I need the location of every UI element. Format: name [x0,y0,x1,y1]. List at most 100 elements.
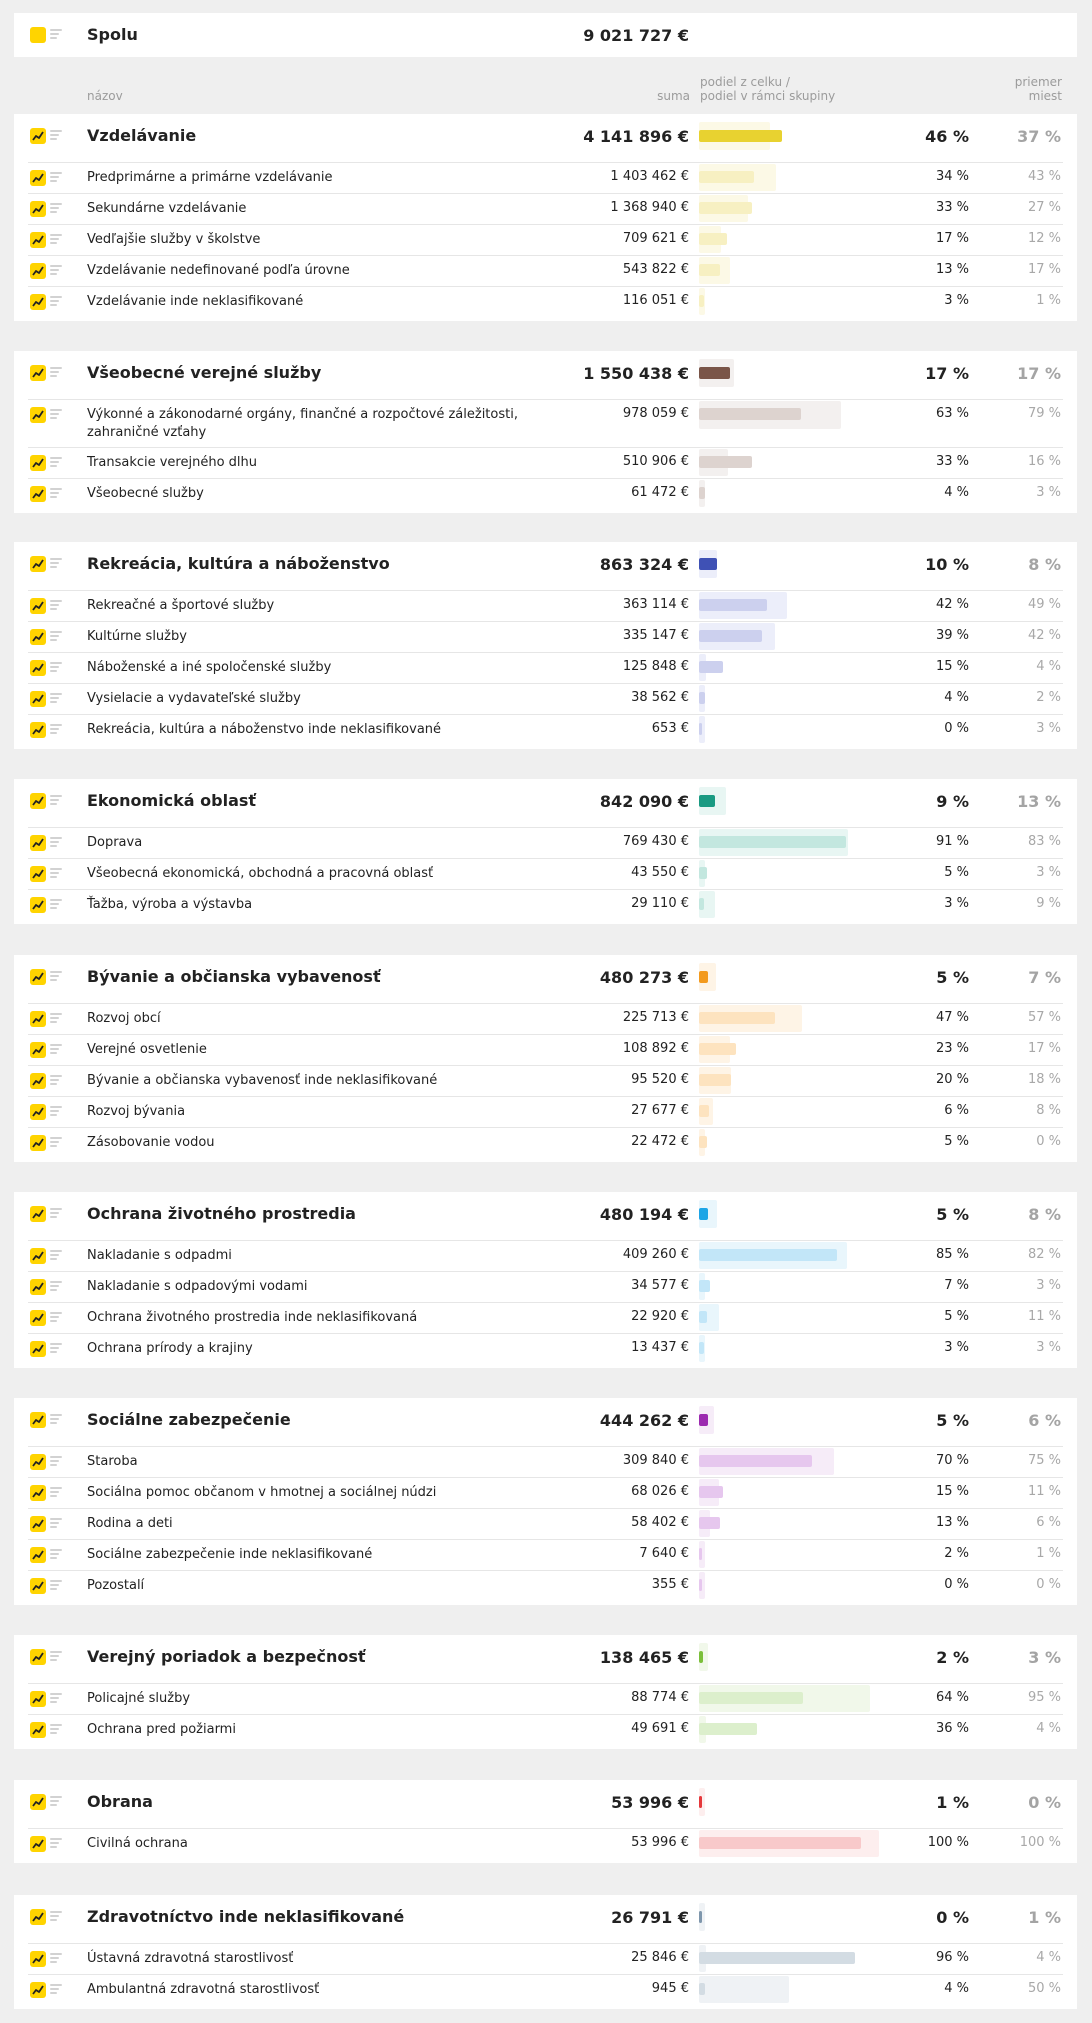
subgroup-row[interactable]: Ochrana prírody a krajiny 13 437 € 3 % 3 % [14,1333,1077,1364]
subgroup-row[interactable]: Ústavná zdravotná starostlivosť 25 846 € 9… [14,1943,1077,1974]
chart-icon[interactable] [30,1516,46,1532]
list-icon[interactable] [50,837,62,849]
chart-icon[interactable] [30,1042,46,1058]
chart-icon[interactable] [30,1341,46,1357]
list-icon[interactable] [50,1693,62,1705]
chart-icon[interactable] [30,1454,46,1470]
chart-icon[interactable] [30,486,46,502]
chart-icon[interactable] [30,1104,46,1120]
list-icon[interactable] [50,795,62,807]
chart-icon[interactable] [30,1011,46,1027]
chart-icon[interactable] [30,294,46,310]
group-header-row[interactable]: Ekonomická oblasť 842 090 € 9 % 13 % [14,779,1077,823]
chart-icon[interactable] [30,722,46,738]
subgroup-row[interactable]: Všeobecná ekonomická, obchodná a pracovn… [14,858,1077,889]
list-icon[interactable] [50,1137,62,1149]
subgroup-row[interactable]: Sociálne zabezpečenie inde neklasifikova… [14,1539,1077,1570]
chart-icon[interactable] [30,1248,46,1264]
subgroup-row[interactable]: Vzdelávanie inde neklasifikované 116 051 … [14,286,1077,317]
list-icon[interactable] [50,296,62,308]
subgroup-row[interactable]: Rodina a deti 58 402 € 13 % 6 % [14,1508,1077,1539]
subgroup-row[interactable]: Verejné osvetlenie 108 892 € 23 % 17 % [14,1034,1077,1065]
list-icon[interactable] [50,662,62,674]
chart-icon[interactable] [30,691,46,707]
list-icon[interactable] [50,1250,62,1262]
chart-icon[interactable] [30,1135,46,1151]
list-icon[interactable] [50,558,62,570]
chart-icon[interactable] [30,1485,46,1501]
chart-icon[interactable] [30,128,46,144]
chart-icon[interactable] [30,1279,46,1295]
subgroup-row[interactable]: Vzdelávanie nedefinované podľa úrovne 543… [14,255,1077,286]
subgroup-row[interactable]: Vysielacie a vydavateľské služby 38 562 €… [14,683,1077,714]
subgroup-row[interactable]: Sociálna pomoc občanom v hmotnej a sociá… [14,1477,1077,1508]
chart-icon[interactable] [30,1578,46,1594]
subgroup-row[interactable]: Ambulantná zdravotná starostlivosť 945 € 4… [14,1974,1077,2005]
chart-icon[interactable] [30,835,46,851]
subgroup-row[interactable]: Predprimárne a primárne vzdelávanie 1 403… [14,162,1077,193]
subgroup-row[interactable]: Rekreácia, kultúra a náboženstvo inde ne… [14,714,1077,745]
list-icon[interactable] [50,29,62,41]
group-header-row[interactable]: Bývanie a občianska vybavenosť 480 273 € 5… [14,955,1077,999]
subgroup-row[interactable]: Rozvoj obcí 225 713 € 47 % 57 % [14,1003,1077,1034]
list-icon[interactable] [50,457,62,469]
chart-icon[interactable] [30,969,46,985]
subgroup-row[interactable]: Rekreačné a športové služby 363 114 € 42 %… [14,590,1077,621]
subgroup-row[interactable]: Ochrana pred požiarmi 49 691 € 36 % 4 % [14,1714,1077,1745]
list-icon[interactable] [50,130,62,142]
chart-icon[interactable] [30,1691,46,1707]
list-icon[interactable] [50,868,62,880]
chart-icon[interactable] [30,232,46,248]
chart-icon[interactable] [30,598,46,614]
chart-icon[interactable] [30,1722,46,1738]
subgroup-row[interactable]: Doprava 769 430 € 91 % 83 % [14,827,1077,858]
subgroup-row[interactable]: Sekundárne vzdelávanie 1 368 940 € 33 % 27 … [14,193,1077,224]
list-icon[interactable] [50,1013,62,1025]
chart-icon[interactable] [30,1951,46,1967]
chart-icon[interactable] [30,455,46,471]
chart-icon[interactable] [30,1206,46,1222]
group-header-row[interactable]: Všeobecné verejné služby 1 550 438 € 17 % 1… [14,351,1077,395]
list-icon[interactable] [50,631,62,643]
subgroup-row[interactable]: Zásobovanie vodou 22 472 € 5 % 0 % [14,1127,1077,1158]
list-icon[interactable] [50,899,62,911]
subgroup-row[interactable]: Staroba 309 840 € 70 % 75 % [14,1446,1077,1477]
chart-icon[interactable] [30,1412,46,1428]
group-header-row[interactable]: Ochrana životného prostredia 480 194 € 5 %… [14,1192,1077,1236]
list-icon[interactable] [50,1580,62,1592]
chart-icon[interactable] [30,1310,46,1326]
list-icon[interactable] [50,367,62,379]
subgroup-row[interactable]: Pozostalí 355 € 0 % 0 % [14,1570,1077,1601]
chart-icon[interactable] [30,1547,46,1563]
list-icon[interactable] [50,1651,62,1663]
group-header-row[interactable]: Verejný poriadok a bezpečnosť 138 465 € 2 … [14,1635,1077,1679]
chart-icon[interactable] [30,1909,46,1925]
subgroup-row[interactable]: Všeobecné služby 61 472 € 4 % 3 % [14,478,1077,509]
subgroup-row[interactable]: Nakladanie s odpadovými vodami 34 577 € 7 … [14,1271,1077,1302]
list-icon[interactable] [50,1281,62,1293]
list-icon[interactable] [50,488,62,500]
subgroup-row[interactable]: Civilná ochrana 53 996 € 100 % 100 % [14,1828,1077,1859]
chart-icon[interactable] [30,201,46,217]
list-icon[interactable] [50,1456,62,1468]
list-icon[interactable] [50,600,62,612]
subgroup-row[interactable]: Výkonné a zákonodarné orgány, finančné a… [14,399,1077,447]
chart-icon[interactable] [30,866,46,882]
list-icon[interactable] [50,1838,62,1850]
chart-icon[interactable] [30,1073,46,1089]
subgroup-row[interactable]: Náboženské a iné spoločenské služby 125 8… [14,652,1077,683]
subgroup-row[interactable]: Ochrana životného prostredia inde neklas… [14,1302,1077,1333]
list-icon[interactable] [50,1414,62,1426]
list-icon[interactable] [50,1911,62,1923]
chart-icon[interactable] [30,365,46,381]
list-icon[interactable] [50,1075,62,1087]
subgroup-row[interactable]: Kultúrne služby 335 147 € 39 % 42 % [14,621,1077,652]
chart-icon[interactable] [30,263,46,279]
group-header-row[interactable]: Sociálne zabezpečenie 444 262 € 5 % 6 % [14,1398,1077,1442]
chart-icon[interactable] [30,1794,46,1810]
list-icon[interactable] [50,1549,62,1561]
list-icon[interactable] [50,1984,62,1996]
list-icon[interactable] [50,971,62,983]
group-header-row[interactable]: Obrana 53 996 € 1 % 0 % [14,1780,1077,1824]
subgroup-row[interactable]: Nakladanie s odpadmi 409 260 € 85 % 82 % [14,1240,1077,1271]
